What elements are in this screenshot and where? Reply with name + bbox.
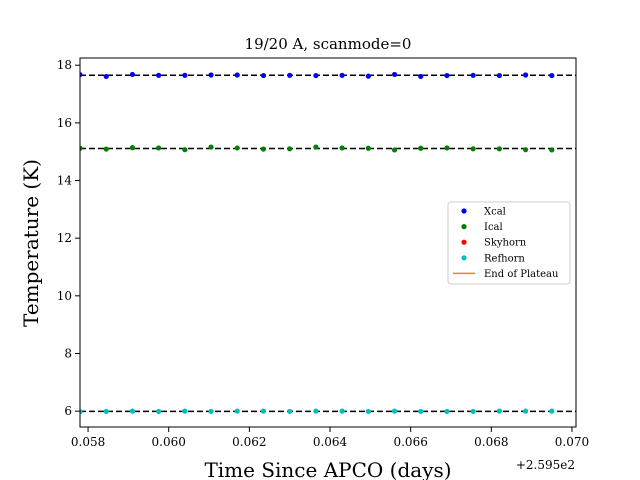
refhorn-point (522, 408, 529, 414)
x-offset-label: +2.595e2 (516, 458, 575, 472)
legend-box (447, 201, 571, 285)
xcal-point (208, 72, 214, 78)
refhorn-point (208, 408, 214, 415)
legend-swatch-refhorn (461, 255, 467, 261)
ical-point (129, 145, 136, 151)
xcal-point (234, 72, 240, 78)
xcal-point (444, 72, 450, 79)
y-tick-label: 8 (64, 346, 72, 360)
ical-point (418, 145, 424, 151)
refhorn-point (156, 408, 162, 415)
xcal-point (522, 72, 529, 78)
refhorn-point (391, 408, 398, 414)
x-tick-label: 0.058 (71, 435, 105, 449)
plot-frame (79, 57, 577, 428)
plot-marks (80, 71, 576, 415)
ical-point (234, 145, 240, 151)
ical-point (260, 146, 267, 152)
legend-label-end-of-plateau: End of Plateau (484, 269, 559, 280)
legend-swatch-xcal (461, 208, 467, 214)
xcal-point (103, 73, 109, 80)
xcal-point (470, 72, 476, 78)
x-tick-label: 0.064 (313, 435, 348, 449)
refhorn-point (287, 408, 293, 415)
refhorn-point (444, 408, 450, 415)
ical-point (182, 147, 188, 153)
y-axis: 6 8 10 12 14 16 18 (57, 58, 80, 418)
ical-point (208, 144, 214, 150)
refhorn-point (313, 408, 319, 414)
plot-area (80, 71, 576, 415)
ical-point (313, 144, 319, 150)
legend-label-xcal: Xcal (484, 207, 506, 218)
xcal-point (496, 72, 502, 79)
xcal-point (418, 73, 424, 80)
xcal-point (365, 73, 371, 79)
x-tick-label: 0.062 (232, 435, 266, 449)
x-tick-label: 0.066 (393, 435, 427, 449)
ical-point (365, 145, 371, 151)
refhorn-point (339, 408, 345, 414)
x-tick-label: 0.068 (474, 435, 508, 449)
ical-point (391, 147, 398, 153)
y-tick-label: 16 (57, 116, 72, 130)
legend-swatch-ical (461, 224, 467, 230)
ical-point (549, 147, 555, 153)
ical-point (287, 146, 293, 152)
refhorn-point (234, 408, 240, 414)
xcal-point (549, 72, 555, 79)
y-axis-label: Temperature (K) (19, 159, 43, 327)
ical-point (470, 146, 476, 152)
refhorn-point (549, 408, 555, 414)
y-tick-label: 10 (57, 289, 72, 303)
refhorn-point (182, 408, 188, 414)
x-tick-label: 0.070 (555, 435, 589, 449)
legend: Xcal Ical Skyhorn Refhorn End of Plateau (447, 201, 571, 285)
xcal-point (182, 72, 188, 78)
legend-label-skyhorn: Skyhorn (484, 238, 527, 249)
refhorn-point (418, 408, 424, 415)
ical-point (522, 147, 529, 153)
refhorn-point (470, 408, 476, 415)
x-axis: 0.058 0.060 0.062 0.064 0.066 0.068 0.070 (71, 427, 589, 449)
refhorn-point (129, 408, 136, 414)
ical-point (339, 145, 345, 151)
x-tick-label: 0.060 (152, 435, 186, 449)
chart-title: 19/20 A, scanmode=0 (245, 35, 412, 53)
y-tick-label: 12 (57, 231, 72, 245)
y-tick-label: 18 (57, 58, 72, 72)
legend-label-refhorn: Refhorn (484, 253, 525, 264)
xcal-point (391, 71, 398, 78)
y-tick-label: 6 (64, 404, 72, 418)
refhorn-point (496, 408, 502, 414)
ical-point (103, 146, 109, 152)
ical-point (80, 145, 83, 151)
xcal-point (80, 72, 83, 78)
ical-point (444, 145, 450, 151)
ical-point (156, 145, 162, 151)
legend-label-ical: Ical (484, 222, 503, 233)
xcal-point (313, 72, 319, 79)
xcal-point (129, 71, 136, 78)
legend-swatch-skyhorn (461, 239, 467, 245)
ical-point (496, 146, 502, 152)
xcal-point (260, 72, 267, 79)
refhorn-point (103, 408, 109, 415)
xcal-point (287, 72, 293, 78)
refhorn-point (80, 409, 83, 415)
x-axis-label: Time Since APCO (days) (204, 458, 451, 480)
y-tick-label: 14 (57, 174, 73, 188)
refhorn-point (365, 408, 371, 415)
xcal-point (156, 72, 162, 78)
refhorn-point (260, 408, 267, 414)
xcal-point (339, 72, 345, 78)
